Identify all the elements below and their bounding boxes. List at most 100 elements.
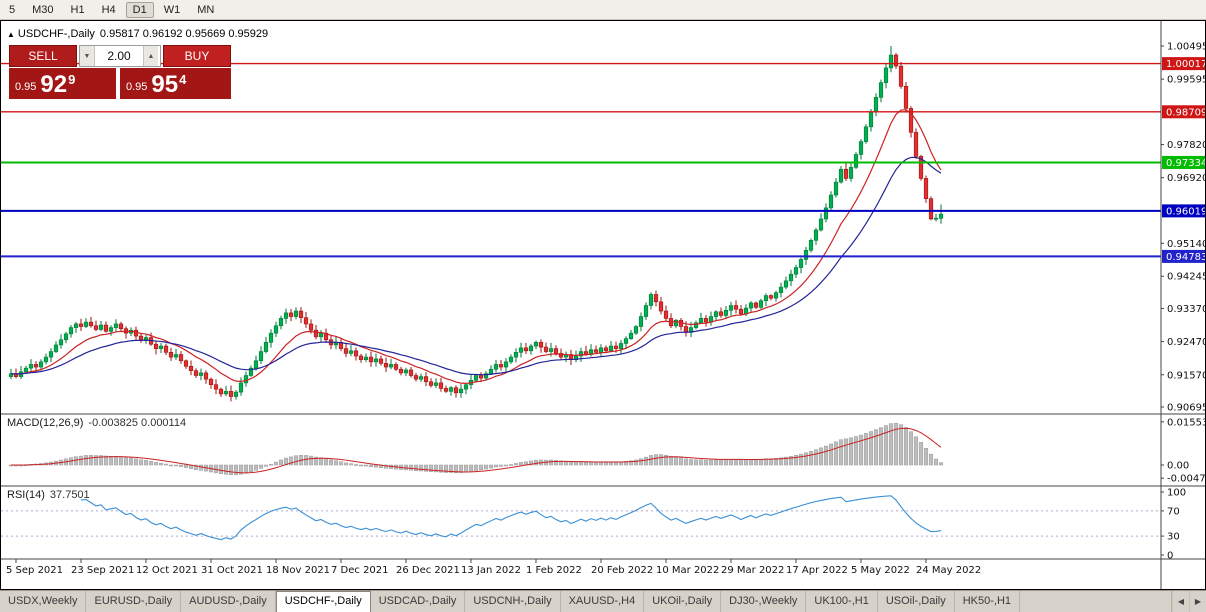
date-label[interactable]: 18 Nov 2021 <box>266 565 330 576</box>
candle-body <box>618 343 624 349</box>
ask-price-display[interactable]: 0.95 95 4 <box>120 68 231 99</box>
macd-histogram-bar <box>628 460 634 466</box>
chart-tab-usdcad-daily[interactable]: USDCAD-,Daily <box>371 591 466 612</box>
candle-body <box>528 345 534 352</box>
chart-tab-usdx-weekly[interactable]: USDX,Weekly <box>0 591 87 612</box>
sell-button[interactable]: SELL <box>9 45 77 67</box>
rsi-line <box>80 495 942 541</box>
candle-body <box>363 356 369 360</box>
bid-price-main: 92 <box>40 71 68 98</box>
candle-body <box>263 342 269 352</box>
bid-price-display[interactable]: 0.95 92 9 <box>9 68 116 99</box>
date-label[interactable]: 5 May 2022 <box>851 565 910 576</box>
date-label[interactable]: 5 Sep 2021 <box>6 565 63 576</box>
price-level-badge <box>1162 57 1205 71</box>
macd-histogram-bar <box>938 462 944 466</box>
macd-histogram-bar <box>278 459 284 466</box>
macd-histogram-bar <box>503 464 509 467</box>
date-label[interactable]: 17 Apr 2022 <box>786 565 848 576</box>
candle-body <box>813 229 819 241</box>
candle-body <box>283 312 289 319</box>
chart-tab-xauusd-h4[interactable]: XAUUSD-,H4 <box>561 591 645 612</box>
date-label[interactable]: 1 Feb 2022 <box>526 565 582 576</box>
candle-body <box>213 384 219 390</box>
macd-histogram-bar <box>238 464 244 475</box>
macd-histogram-bar <box>333 460 339 466</box>
tab-scroll-left-icon[interactable]: ◀ <box>1172 591 1189 612</box>
chart-canvas[interactable]: 1.00017 0.98709 0.97334 0.96019 0.94783 1.004… <box>1 21 1205 589</box>
tab-scroll-right-icon[interactable]: ▶ <box>1189 591 1206 612</box>
macd-histogram-bar <box>788 455 794 466</box>
candle-body <box>93 325 99 330</box>
date-label[interactable]: 29 Mar 2022 <box>721 565 784 576</box>
chart-tab-audusd-daily[interactable]: AUDUSD-,Daily <box>181 591 276 612</box>
chart-tab-hk50-h1[interactable]: HK50-,H1 <box>955 591 1021 612</box>
macd-histogram-bar <box>268 463 274 466</box>
volume-decrease-button[interactable]: ▼ <box>80 46 95 66</box>
macd-histogram-bar <box>658 454 664 466</box>
date-label[interactable]: 24 May 2022 <box>916 565 981 576</box>
buy-button[interactable]: BUY <box>163 45 231 67</box>
candle-body <box>68 327 74 335</box>
macd-histogram-bar <box>863 433 869 466</box>
timeframe-button-w1[interactable]: W1 <box>163 3 181 16</box>
volume-input[interactable] <box>95 46 143 66</box>
macd-histogram-bar <box>248 464 254 473</box>
candle-body <box>248 367 254 376</box>
collapse-icon[interactable]: ▲ <box>7 30 15 39</box>
candle-body <box>43 356 49 363</box>
macd-histogram-bar <box>273 461 279 466</box>
chart-tab-ukoil-daily[interactable]: UKOil-,Daily <box>644 591 722 612</box>
candle-body <box>853 154 859 168</box>
date-label[interactable]: 31 Oct 2021 <box>201 565 263 576</box>
macd-histogram-bar <box>243 464 249 474</box>
candle-body <box>928 198 934 220</box>
macd-histogram-bar <box>493 464 499 468</box>
macd-histogram-bar <box>443 464 449 473</box>
candle-body <box>458 388 464 394</box>
candle-body <box>893 54 899 67</box>
chart-background <box>1 21 1205 589</box>
timeframe-button-m30[interactable]: M30 <box>32 3 54 16</box>
timeframe-button-mn[interactable]: MN <box>197 3 215 16</box>
candle-body <box>233 391 239 397</box>
chart-tab-uk100-h1[interactable]: UK100-,H1 <box>806 591 878 612</box>
volume-increase-button[interactable]: ▲ <box>143 46 158 66</box>
macd-histogram-bar <box>828 443 834 466</box>
date-label[interactable]: 10 Mar 2022 <box>656 565 719 576</box>
rsi-value: 37.7501 <box>49 489 90 501</box>
candle-body <box>58 339 64 346</box>
date-label[interactable]: 26 Dec 2021 <box>396 565 460 576</box>
chart-tab-usdcnh-daily[interactable]: USDCNH-,Daily <box>465 591 561 612</box>
chart-tab-usdchf-daily[interactable]: USDCHF-,Daily <box>275 591 371 612</box>
macd-histogram-bar <box>228 464 234 476</box>
macd-histogram-bar <box>158 462 164 466</box>
macd-histogram-bar <box>288 456 294 466</box>
macd-histogram-bar <box>553 460 559 466</box>
date-label[interactable]: 13 Jan 2022 <box>461 565 521 576</box>
price-tick-label: 0.93370 <box>1167 304 1205 315</box>
date-label[interactable]: 7 Dec 2021 <box>331 565 389 576</box>
chart-tab-usoil-daily[interactable]: USOil-,Daily <box>878 591 955 612</box>
macd-histogram-bar <box>888 423 894 466</box>
candle-body <box>578 351 584 357</box>
rsi-tick-label: 30 <box>1167 532 1180 543</box>
chart-tab-eurusd-daily[interactable]: EURUSD-,Daily <box>86 591 182 612</box>
date-label[interactable]: 23 Sep 2021 <box>71 565 134 576</box>
candle-body <box>203 372 209 380</box>
macd-histogram-bar <box>923 447 929 466</box>
timeframe-button-h4[interactable]: H4 <box>101 3 116 16</box>
candle-body <box>863 126 869 142</box>
macd-histogram-bar <box>703 459 709 466</box>
macd-histogram-bar <box>303 455 309 466</box>
candle-body <box>833 181 839 196</box>
macd-histogram-bar <box>823 445 829 466</box>
timeframe-button-h1[interactable]: H1 <box>70 3 85 16</box>
chart-tab-dj30-weekly[interactable]: DJ30-,Weekly <box>721 591 807 612</box>
timeframe-button-5[interactable]: 5 <box>9 3 16 16</box>
macd-histogram-bar <box>98 455 104 466</box>
date-label[interactable]: 20 Feb 2022 <box>591 565 653 576</box>
date-label[interactable]: 12 Oct 2021 <box>136 565 198 576</box>
timeframe-button-d1[interactable]: D1 <box>125 1 154 18</box>
candle-body <box>608 345 614 352</box>
